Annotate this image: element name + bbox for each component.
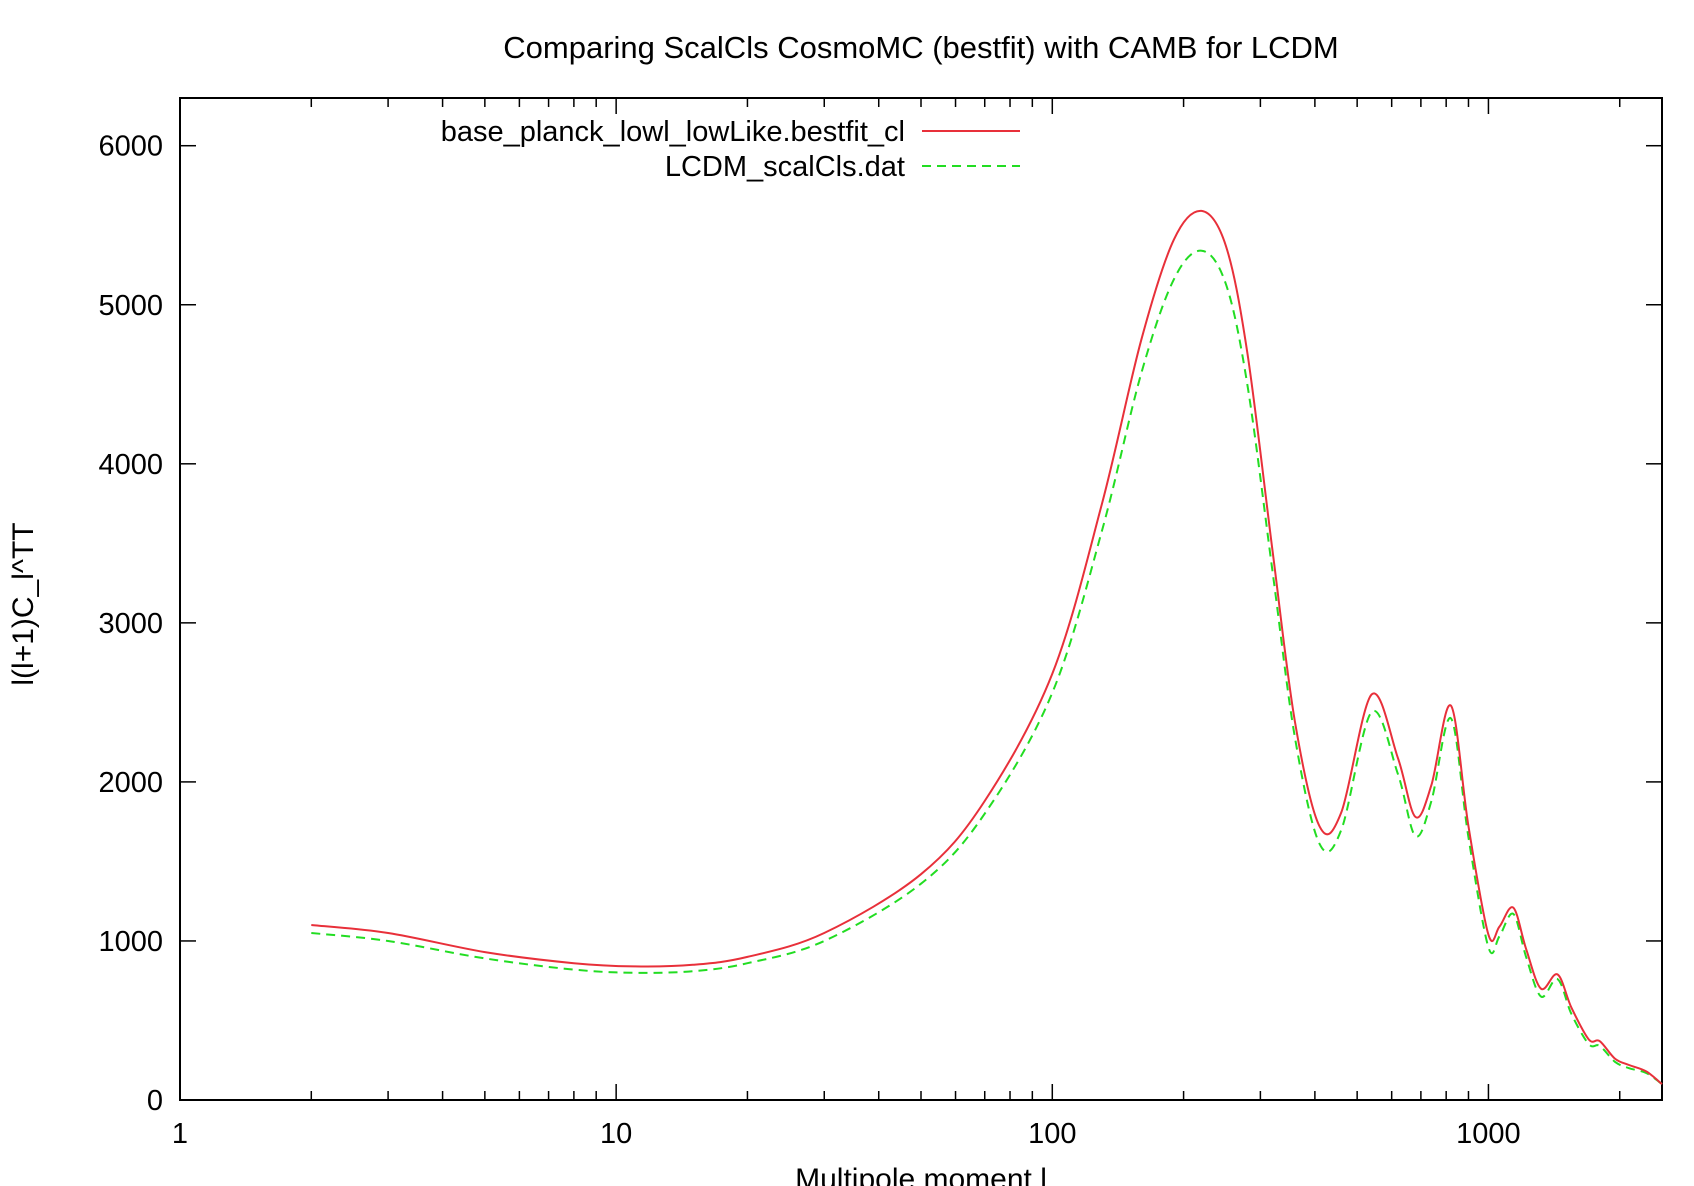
x-axis-label: Multipole moment l <box>795 1163 1047 1186</box>
series-line-1 <box>311 209 1663 1085</box>
x-axis-ticks: 1 10 100 1000 <box>172 98 1621 1150</box>
legend-label-1: base_planck_lowl_lowLike.bestfit_cl <box>441 116 905 148</box>
y-tick-label: 6000 <box>98 131 163 163</box>
y-tick-label: 0 <box>147 1085 163 1117</box>
series-line-2 <box>311 249 1663 1085</box>
x-tick-label: 100 <box>1028 1118 1076 1150</box>
plot-frame <box>179 97 1663 1101</box>
y-axis-ticks: 0 1000 2000 3000 4000 5000 6000 <box>98 131 1662 1117</box>
y-tick-label: 5000 <box>98 290 163 322</box>
series-lines <box>311 209 1663 1085</box>
y-axis-label: l(l+1)C_l^TT <box>7 522 40 685</box>
chart-title: Comparing ScalCls CosmoMC (bestfit) with… <box>503 30 1338 65</box>
y-tick-label: 2000 <box>98 767 163 799</box>
legend: base_planck_lowl_lowLike.bestfit_clLCDM_… <box>441 116 1020 183</box>
x-tick-label: 10 <box>600 1118 632 1150</box>
x-tick-label: 1 <box>172 1118 188 1150</box>
legend-label-2: LCDM_scalCls.dat <box>665 151 905 183</box>
y-tick-label: 3000 <box>98 608 163 640</box>
x-tick-label: 1000 <box>1456 1118 1521 1150</box>
y-tick-label: 4000 <box>98 449 163 481</box>
y-tick-label: 1000 <box>98 926 163 958</box>
plot-border <box>179 97 1663 1101</box>
